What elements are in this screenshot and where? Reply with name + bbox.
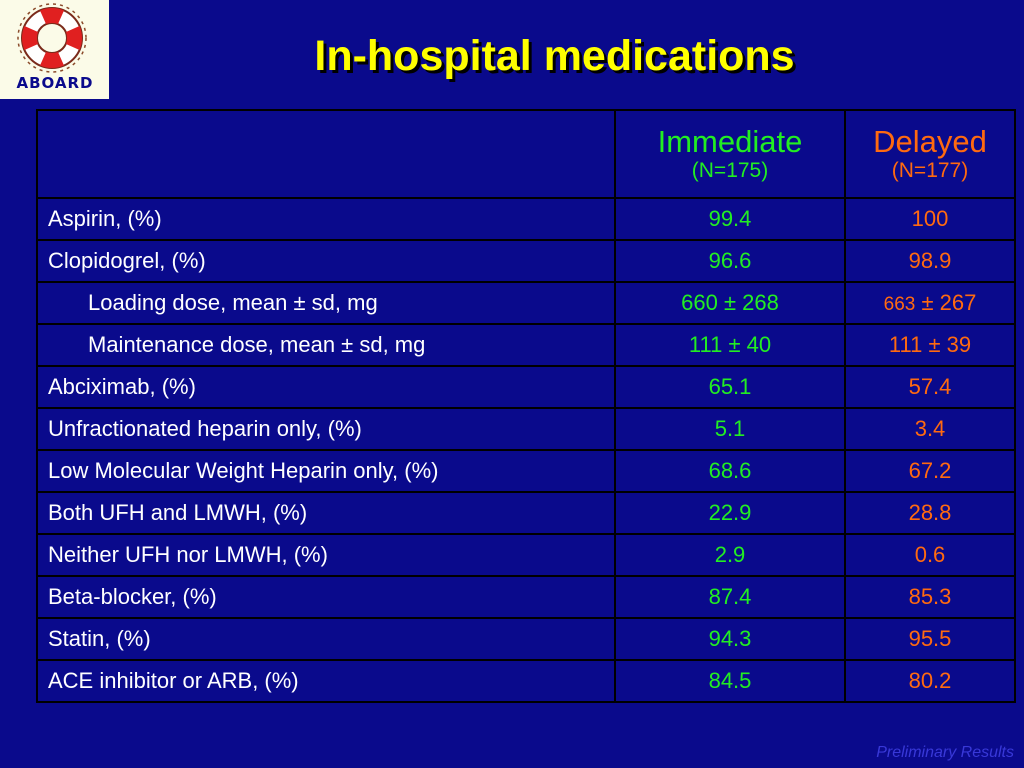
table-row-beta-blocker: Beta-blocker, (%) 87.4 85.3 [36, 575, 1016, 619]
table-row-ace-arb: ACE inhibitor or ARB, (%) 84.5 80.2 [36, 659, 1016, 703]
footer-note: Preliminary Results [876, 744, 1014, 761]
row-immediate-value: 2.9 [614, 533, 846, 577]
row-delayed-value: 80.2 [844, 659, 1016, 703]
row-label: Aspirin, (%) [36, 197, 616, 241]
row-label: Maintenance dose, mean ± sd, mg [36, 323, 616, 367]
header-empty-cell [36, 109, 616, 199]
table-row-clopidogrel: Clopidogrel, (%) 96.6 98.9 [36, 239, 1016, 283]
row-delayed-value: 95.5 [844, 617, 1016, 661]
aboard-logo [0, 0, 109, 99]
row-delayed-value: 0.6 [844, 533, 1016, 577]
row-delayed-value: 28.8 [844, 491, 1016, 535]
row-immediate-value: 96.6 [614, 239, 846, 283]
row-delayed-value: 3.4 [844, 407, 1016, 451]
row-immediate-value: 84.5 [614, 659, 846, 703]
table-row-neither: Neither UFH nor LMWH, (%) 2.9 0.6 [36, 533, 1016, 577]
row-label: Beta-blocker, (%) [36, 575, 616, 619]
row-immediate-value: 65.1 [614, 365, 846, 409]
table-row-both-ufh-lmwh: Both UFH and LMWH, (%) 22.9 28.8 [36, 491, 1016, 535]
row-immediate-value: 87.4 [614, 575, 846, 619]
table-row-lmwh-only: Low Molecular Weight Heparin only, (%) 6… [36, 449, 1016, 493]
table-header-row: Immediate (N=175) Delayed (N=177) [36, 109, 1016, 199]
row-immediate-value: 111 ± 40 [614, 323, 846, 367]
row-delayed-value: 57.4 [844, 365, 1016, 409]
medications-table: Immediate (N=175) Delayed (N=177) Aspiri… [36, 109, 1016, 703]
table-row-abciximab: Abciximab, (%) 65.1 57.4 [36, 365, 1016, 409]
row-delayed-value: 98.9 [844, 239, 1016, 283]
row-label: Neither UFH nor LMWH, (%) [36, 533, 616, 577]
row-delayed-value: 67.2 [844, 449, 1016, 493]
table-row-maintenance-dose: Maintenance dose, mean ± sd, mg 111 ± 40… [36, 323, 1016, 367]
row-label: ACE inhibitor or ARB, (%) [36, 659, 616, 703]
row-immediate-value: 99.4 [614, 197, 846, 241]
row-label: Both UFH and LMWH, (%) [36, 491, 616, 535]
row-label: Statin, (%) [36, 617, 616, 661]
aboard-logo-text: ABOARD [16, 74, 94, 92]
table-row-ufh-only: Unfractionated heparin only, (%) 5.1 3.4 [36, 407, 1016, 451]
header-delayed-label: Delayed [873, 124, 987, 159]
row-label: Low Molecular Weight Heparin only, (%) [36, 449, 616, 493]
row-delayed-value: 100 [844, 197, 1016, 241]
table-row-statin: Statin, (%) 94.3 95.5 [36, 617, 1016, 661]
row-immediate-value: 94.3 [614, 617, 846, 661]
header-immediate: Immediate (N=175) [614, 109, 846, 199]
table-row-loading-dose: Loading dose, mean ± sd, mg 660 ± 268 66… [36, 281, 1016, 325]
row-label: Abciximab, (%) [36, 365, 616, 409]
row-delayed-value: 663 ± 267 [844, 281, 1016, 325]
row-delayed-value: 111 ± 39 [844, 323, 1016, 367]
header-delayed: Delayed (N=177) [844, 109, 1016, 199]
header-delayed-n: (N=177) [891, 159, 969, 182]
table-row-aspirin: Aspirin, (%) 99.4 100 [36, 197, 1016, 241]
row-delayed-value: 85.3 [844, 575, 1016, 619]
row-label: Clopidogrel, (%) [36, 239, 616, 283]
row-label: Loading dose, mean ± sd, mg [36, 281, 616, 325]
row-immediate-value: 68.6 [614, 449, 846, 493]
row-immediate-value: 5.1 [614, 407, 846, 451]
row-label: Unfractionated heparin only, (%) [36, 407, 616, 451]
header-immediate-n: (N=175) [691, 159, 769, 182]
row-immediate-value: 660 ± 268 [614, 281, 846, 325]
header-immediate-label: Immediate [657, 124, 803, 159]
row-immediate-value: 22.9 [614, 491, 846, 535]
row-delayed-value-mean: 663 [883, 294, 916, 315]
page-title: In-hospital medications [314, 32, 795, 80]
row-delayed-value-sd: ± 267 [915, 290, 977, 315]
